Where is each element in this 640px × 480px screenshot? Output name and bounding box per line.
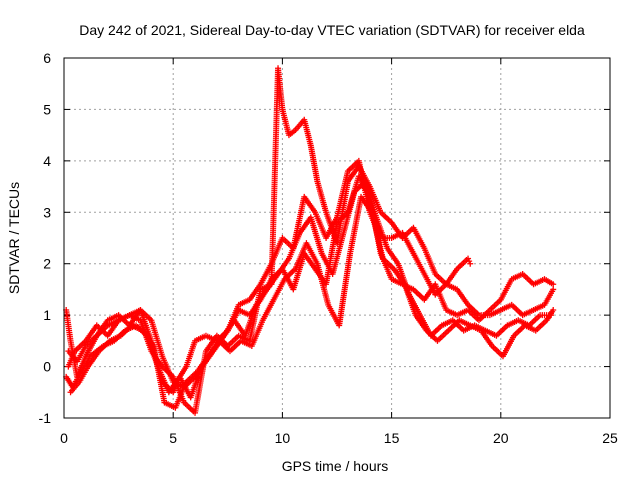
data-point — [550, 307, 557, 313]
x-axis-label: GPS time / hours — [282, 458, 389, 474]
y-tick-label: 6 — [43, 50, 51, 66]
series-trace-2 — [65, 65, 474, 416]
data-point — [550, 286, 557, 293]
chart-title: Day 242 of 2021, Sidereal Day-to-day VTE… — [79, 22, 585, 38]
y-tick-label: 4 — [43, 153, 51, 169]
y-axis: -1 0 1 2 3 4 5 6 — [39, 50, 610, 426]
y-tick-label: 0 — [43, 359, 51, 375]
x-tick-label: 5 — [169, 430, 177, 446]
x-axis: 0 5 10 15 20 25 — [60, 58, 618, 446]
x-tick-label: 25 — [602, 430, 618, 446]
series-trace-1 — [63, 157, 557, 396]
series-trace-4 — [65, 173, 557, 391]
series-trace-3 — [63, 178, 555, 401]
x-tick-label: 10 — [275, 430, 291, 446]
x-tick-label: 0 — [60, 430, 68, 446]
x-tick-label: 20 — [493, 430, 509, 446]
plot-area — [63, 65, 557, 416]
data-point — [550, 281, 557, 288]
y-tick-label: -1 — [39, 410, 52, 426]
x-tick-label: 15 — [384, 430, 400, 446]
y-tick-label: 3 — [43, 204, 51, 220]
plot-frame — [63, 57, 611, 419]
y-tick-label: 1 — [43, 307, 51, 323]
y-tick-label: 5 — [43, 101, 51, 117]
y-axis-label: SDTVAR / TECUs — [6, 182, 22, 294]
series-trace-5 — [67, 193, 557, 411]
data-point — [467, 260, 474, 267]
y-tick-label: 2 — [43, 256, 51, 272]
